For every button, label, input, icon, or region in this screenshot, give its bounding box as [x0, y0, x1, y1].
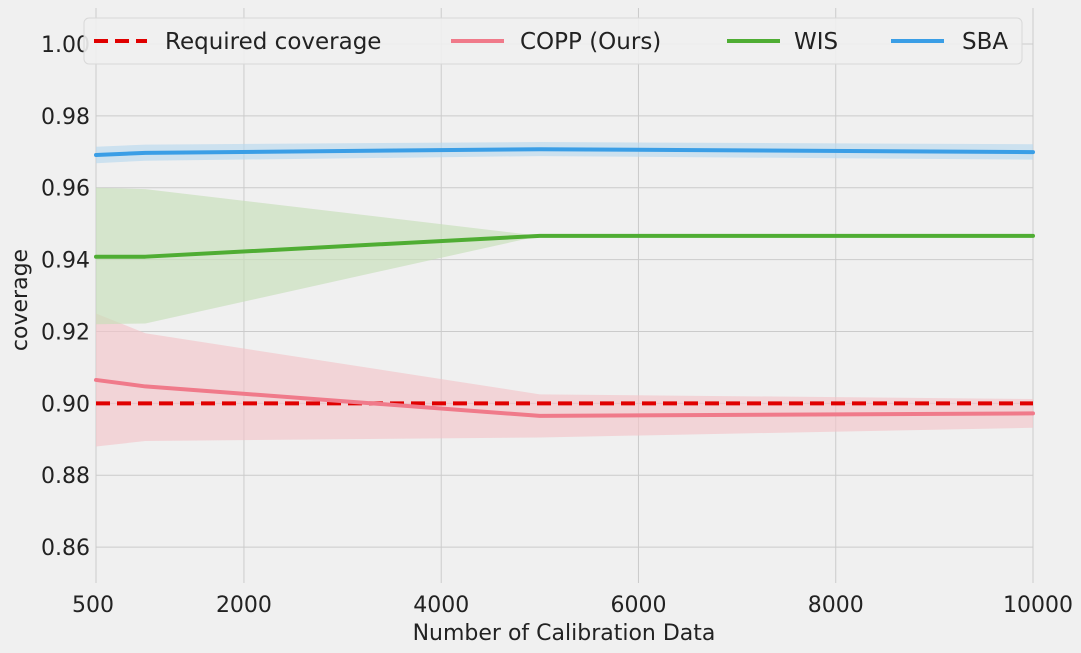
y-tick-label: 0.86	[41, 536, 90, 561]
y-tick-label: 1.00	[41, 33, 90, 58]
series-line	[94, 233, 1035, 259]
legend-label: WIS	[794, 29, 838, 55]
confidence-band	[96, 142, 1033, 164]
series-line	[94, 377, 1035, 418]
y-tick-label: 0.92	[41, 320, 90, 345]
x-tick-label: 8000	[808, 593, 864, 618]
legend: Required coverage COPP (Ours) WIS SBA	[83, 17, 1023, 65]
y-tick-label: 0.98	[41, 105, 90, 130]
series-lines	[94, 147, 1035, 418]
x-tick-label: 4000	[413, 593, 469, 618]
tick-labels: 0.86 0.88 0.90 0.92 0.94 0.96 0.98 1.00 500 2000 4…	[41, 33, 1073, 618]
x-tick-label: 500	[72, 593, 114, 618]
x-tick-label: 6000	[610, 593, 666, 618]
x-tick-label: 2000	[216, 593, 272, 618]
confidence-band	[96, 187, 1033, 325]
y-tick-label: 0.94	[41, 249, 90, 274]
legend-label: Required coverage	[165, 29, 381, 55]
legend-box	[83, 17, 1023, 65]
confidence-band	[96, 313, 1033, 447]
x-axis-label: Number of Calibration Data	[413, 621, 716, 646]
y-tick-label: 0.90	[41, 392, 90, 417]
legend-label: COPP (Ours)	[520, 29, 661, 55]
series-line	[94, 147, 1035, 157]
y-tick-label: 0.88	[41, 464, 90, 489]
legend-label: SBA	[962, 29, 1008, 55]
y-tick-label: 0.96	[41, 177, 90, 202]
grid	[95, 8, 1034, 583]
y-axis-label: coverage	[8, 249, 33, 351]
x-tick-label: 10000	[1003, 593, 1073, 618]
